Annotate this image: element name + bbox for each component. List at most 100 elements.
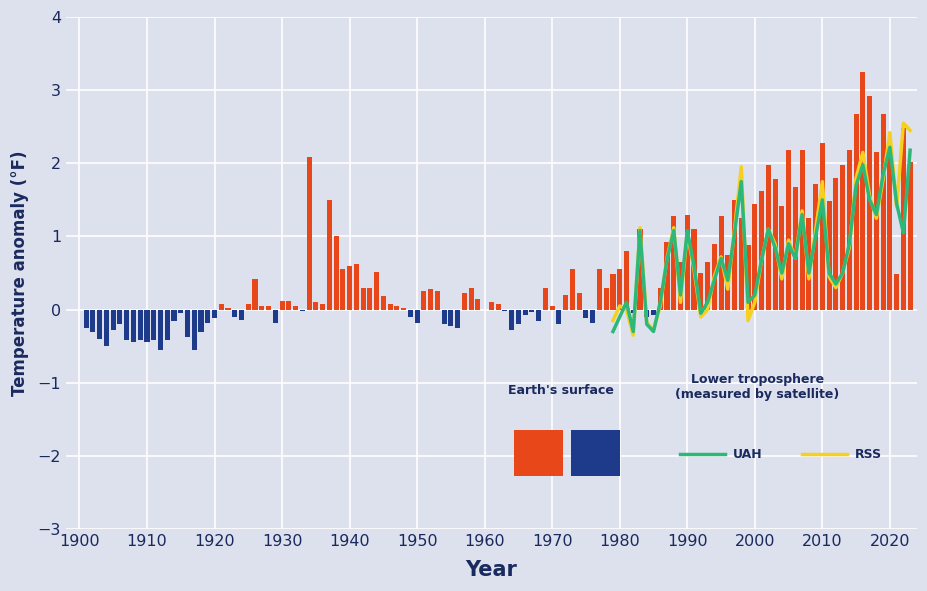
- Bar: [569, 269, 575, 310]
- Bar: [603, 288, 608, 310]
- Bar: [812, 184, 818, 310]
- Bar: [623, 251, 629, 310]
- Bar: [515, 310, 520, 324]
- Bar: [717, 216, 723, 310]
- Bar: [886, 157, 892, 310]
- Bar: [462, 294, 466, 310]
- Bar: [266, 306, 271, 310]
- Bar: [435, 291, 439, 310]
- Bar: [859, 72, 865, 310]
- Bar: [83, 310, 89, 328]
- Bar: [225, 308, 230, 310]
- Bar: [678, 262, 682, 310]
- Bar: [164, 310, 170, 340]
- Bar: [826, 202, 831, 310]
- Bar: [198, 310, 203, 332]
- Bar: [779, 206, 783, 310]
- Bar: [151, 310, 156, 340]
- Bar: [219, 304, 223, 310]
- Bar: [380, 297, 386, 310]
- Bar: [576, 294, 581, 310]
- Bar: [211, 310, 217, 319]
- Bar: [110, 310, 116, 330]
- Bar: [400, 308, 406, 310]
- Bar: [137, 310, 143, 340]
- Bar: [333, 236, 338, 310]
- Bar: [596, 269, 602, 310]
- Bar: [657, 288, 662, 310]
- Bar: [387, 304, 392, 310]
- Bar: [610, 274, 615, 310]
- Bar: [184, 310, 190, 337]
- Bar: [771, 180, 777, 310]
- Bar: [427, 289, 433, 310]
- Bar: [495, 304, 501, 310]
- Bar: [502, 310, 507, 311]
- Bar: [744, 245, 750, 310]
- Bar: [361, 288, 365, 310]
- Bar: [374, 271, 379, 310]
- Bar: [792, 187, 797, 310]
- Bar: [326, 200, 332, 310]
- Bar: [97, 310, 102, 339]
- Bar: [664, 242, 668, 310]
- Bar: [158, 310, 163, 350]
- Bar: [306, 157, 311, 310]
- Bar: [583, 310, 588, 319]
- Bar: [866, 96, 871, 310]
- X-axis label: Year: Year: [465, 560, 516, 580]
- Bar: [691, 229, 696, 310]
- Bar: [900, 128, 905, 310]
- Bar: [536, 310, 540, 320]
- Bar: [246, 304, 250, 310]
- Bar: [118, 310, 122, 324]
- Bar: [893, 274, 898, 310]
- Bar: [90, 310, 95, 332]
- Bar: [232, 310, 237, 317]
- Bar: [299, 310, 304, 311]
- Bar: [738, 218, 743, 310]
- Bar: [650, 310, 655, 316]
- Bar: [353, 264, 359, 310]
- Bar: [509, 310, 514, 330]
- Bar: [752, 203, 756, 310]
- Bar: [684, 215, 689, 310]
- Bar: [454, 310, 460, 328]
- Bar: [313, 302, 318, 310]
- Bar: [131, 310, 136, 342]
- Bar: [205, 310, 210, 323]
- Bar: [556, 310, 561, 324]
- Bar: [711, 243, 716, 310]
- Bar: [590, 310, 594, 323]
- Bar: [616, 269, 622, 310]
- Bar: [542, 288, 547, 310]
- Bar: [725, 255, 730, 310]
- Bar: [178, 310, 183, 313]
- Bar: [880, 113, 884, 310]
- Bar: [394, 306, 399, 310]
- Bar: [528, 310, 534, 313]
- Bar: [489, 302, 493, 310]
- Bar: [286, 301, 291, 310]
- Bar: [806, 218, 810, 310]
- Bar: [907, 162, 911, 310]
- Bar: [273, 310, 277, 323]
- Bar: [799, 150, 804, 310]
- Bar: [145, 310, 149, 342]
- Bar: [192, 310, 197, 350]
- Bar: [819, 143, 824, 310]
- Bar: [340, 269, 345, 310]
- Bar: [839, 165, 844, 310]
- Bar: [758, 191, 763, 310]
- Bar: [407, 310, 413, 317]
- Bar: [347, 266, 351, 310]
- Bar: [785, 150, 790, 310]
- Bar: [279, 301, 285, 310]
- Bar: [522, 310, 527, 316]
- Bar: [259, 306, 264, 310]
- Bar: [853, 113, 857, 310]
- Bar: [104, 310, 108, 346]
- Bar: [475, 298, 480, 310]
- Bar: [124, 310, 129, 340]
- Bar: [367, 288, 372, 310]
